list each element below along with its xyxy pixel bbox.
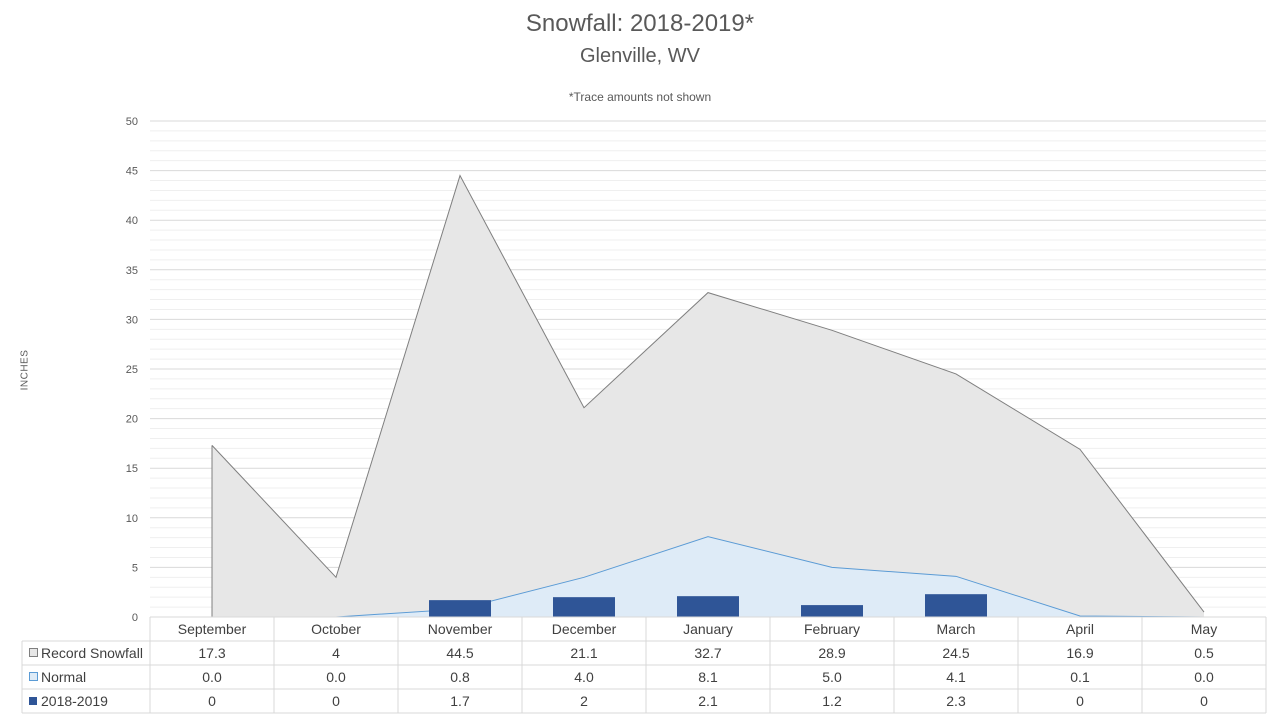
legend-swatch [29, 672, 38, 681]
table-cell: 4.0 [574, 669, 594, 685]
category-label: March [937, 621, 976, 637]
y-tick-label: 5 [132, 562, 138, 574]
table-cell: 0.0 [326, 669, 346, 685]
table-cell: 2.1 [698, 693, 718, 709]
table-cell: 2 [580, 693, 588, 709]
table-cell: 21.1 [570, 645, 597, 661]
chart-note: *Trace amounts not shown [568, 90, 712, 104]
y-tick-label: 25 [126, 364, 138, 376]
chart-subtitle: Glenville, WV [579, 45, 701, 67]
bar [429, 600, 491, 617]
table-cell: 0.5 [1194, 645, 1214, 661]
table-cell: 16.9 [1066, 645, 1093, 661]
table-cell: 0 [208, 693, 216, 709]
category-label: November [428, 621, 493, 637]
area-line-0 [211, 174, 1205, 613]
table-cell: 0.0 [1194, 669, 1214, 685]
legend-label: Normal [41, 669, 86, 685]
category-label: April [1066, 621, 1094, 637]
bar [801, 605, 863, 617]
table-cell: 4.1 [946, 669, 966, 685]
legend-swatch [29, 648, 38, 657]
table-cell: 0 [332, 693, 340, 709]
category-label: October [311, 621, 361, 637]
bar [925, 594, 987, 617]
table-cell: 24.5 [942, 645, 969, 661]
table-cell: 28.9 [818, 645, 845, 661]
y-tick-label: 50 [126, 116, 138, 128]
table-cell: 0 [1076, 693, 1084, 709]
category-label: January [683, 621, 733, 637]
category-label: May [1191, 621, 1217, 637]
table-cell: 17.3 [198, 645, 225, 661]
table-cell: 32.7 [694, 645, 721, 661]
chart-title: Snowfall: 2018-2019* [525, 10, 755, 37]
table-cell: 0.8 [450, 669, 470, 685]
table-cell: 4 [332, 645, 340, 661]
legend-label: 2018-2019 [41, 693, 108, 709]
y-tick-label: 45 [126, 166, 138, 178]
y-tick-label: 15 [126, 463, 138, 475]
table-cell: 8.1 [698, 669, 718, 685]
table-cell: 2.3 [946, 693, 966, 709]
y-tick-label: 0 [132, 612, 138, 624]
bar [677, 596, 739, 617]
table-cell: 1.7 [450, 693, 470, 709]
category-label: February [804, 621, 860, 637]
category-label: September [178, 621, 247, 637]
y-tick-label: 40 [126, 215, 138, 227]
legend-label: Record Snowfall [41, 645, 143, 661]
y-tick-label: 35 [126, 265, 138, 277]
table-cell: 1.2 [822, 693, 842, 709]
bar [553, 597, 615, 617]
y-tick-label: 30 [126, 314, 138, 326]
y-tick-label: 20 [126, 414, 138, 426]
table-cell: 0.1 [1070, 669, 1090, 685]
legend-swatch [29, 697, 37, 705]
area-line-1 [212, 536, 1205, 618]
category-label: December [552, 621, 617, 637]
table-cell: 0 [1200, 693, 1208, 709]
data-table [21, 616, 1267, 714]
table-cell: 0.0 [202, 669, 222, 685]
table-cell: 44.5 [446, 645, 473, 661]
y-tick-label: 10 [126, 513, 138, 525]
table-cell: 5.0 [822, 669, 842, 685]
area-fill-0 [212, 175, 1204, 617]
